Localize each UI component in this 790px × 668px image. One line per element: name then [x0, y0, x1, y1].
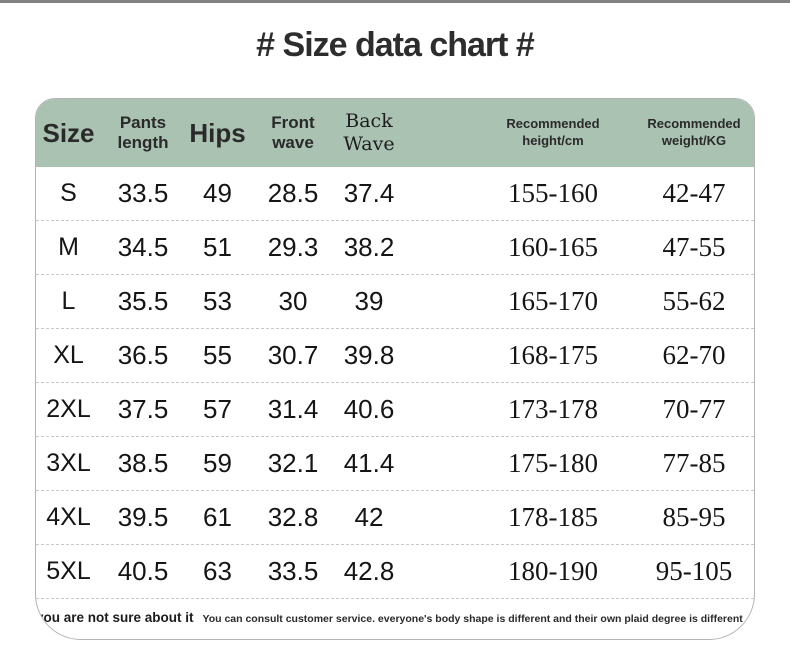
cell-hips: 57: [203, 394, 232, 424]
table-row: 3XL 38.5 59 32.1 41.4 175-180 77-85: [36, 437, 754, 491]
cell-pants-length: 40.5: [117, 556, 169, 586]
cell-weight: 55-62: [662, 286, 726, 316]
table-row: 5XL 40.5 63 33.5 42.8 180-190 95-105: [36, 545, 754, 599]
cell-pants-length: 37.5: [117, 394, 169, 424]
table-footer-note: Note: if you are not sure about it You c…: [35, 599, 754, 639]
cell-height: 178-185: [508, 502, 598, 532]
cell-size: 4XL: [46, 503, 91, 531]
cell-back-wave: 37.4: [343, 178, 395, 208]
cell-hips: 51: [203, 232, 232, 262]
cell-size: 3XL: [46, 449, 91, 477]
cell-pants-length: 34.5: [117, 232, 169, 262]
cell-front-wave: 30.7: [267, 340, 319, 370]
column-header-pants-length: Pants length: [117, 112, 169, 152]
cell-weight: 95-105: [655, 556, 733, 586]
cell-size: M: [58, 233, 79, 261]
cell-height: 175-180: [508, 448, 598, 478]
cell-front-wave: 31.4: [267, 394, 319, 424]
cell-pants-length: 33.5: [117, 178, 169, 208]
table-row: XL 36.5 55 30.7 39.8 168-175 62-70: [36, 329, 754, 383]
cell-weight: 62-70: [662, 340, 726, 370]
cell-back-wave: 39.8: [343, 340, 395, 370]
cell-size: S: [60, 179, 77, 207]
table-row: 2XL 37.5 57 31.4 40.6 173-178 70-77: [36, 383, 754, 437]
cell-height: 168-175: [508, 340, 598, 370]
cell-back-wave: 40.6: [343, 394, 395, 424]
cell-weight: 70-77: [662, 394, 726, 424]
cell-size: 5XL: [46, 557, 91, 585]
cell-pants-length: 35.5: [117, 286, 169, 316]
cell-pants-length: 39.5: [117, 502, 169, 532]
cell-weight: 42-47: [662, 178, 726, 208]
cell-size: XL: [53, 341, 84, 369]
table-row: 4XL 39.5 61 32.8 42 178-185 85-95: [36, 491, 754, 545]
cell-size: 2XL: [46, 395, 91, 423]
cell-weight: 47-55: [662, 232, 726, 262]
cell-back-wave: 42: [354, 502, 384, 532]
cell-front-wave: 32.1: [267, 448, 319, 478]
cell-hips: 63: [203, 556, 232, 586]
table-header-row: Size Pants length Hips Front wave Back W…: [36, 99, 754, 167]
footer-note-reference: The suggested table is for reference onl…: [752, 613, 754, 639]
cell-hips: 49: [203, 178, 232, 208]
cell-back-wave: 39: [354, 286, 384, 316]
footer-note-detail: You can consult customer service. everyo…: [202, 613, 743, 625]
cell-height: 155-160: [508, 178, 598, 208]
cell-weight: 77-85: [662, 448, 726, 478]
top-divider-bar: [0, 0, 790, 3]
cell-front-wave: 28.5: [267, 178, 319, 208]
size-data-table: Size Pants length Hips Front wave Back W…: [35, 98, 755, 640]
column-header-back-wave: Back Wave: [343, 110, 395, 155]
cell-height: 173-178: [508, 394, 598, 424]
cell-front-wave: 32.8: [267, 502, 319, 532]
column-header-hips: Hips: [189, 117, 246, 148]
column-header-size: Size: [42, 117, 95, 148]
table-row: L 35.5 53 30 39 165-170 55-62: [36, 275, 754, 329]
cell-hips: 61: [203, 502, 232, 532]
cell-pants-length: 36.5: [117, 340, 169, 370]
cell-size: L: [61, 287, 76, 315]
cell-back-wave: 38.2: [343, 232, 395, 262]
footer-note-bold: Note: if you are not sure about it: [35, 610, 194, 625]
cell-weight: 85-95: [662, 502, 726, 532]
cell-front-wave: 30: [278, 286, 308, 316]
column-header-front-wave: Front wave: [271, 112, 315, 152]
cell-front-wave: 29.3: [267, 232, 319, 262]
column-header-recommended-weight: Recommended weight/KG: [647, 116, 741, 148]
cell-hips: 59: [203, 448, 232, 478]
cell-pants-length: 38.5: [117, 448, 169, 478]
cell-hips: 55: [203, 340, 232, 370]
cell-height: 160-165: [508, 232, 598, 262]
column-header-recommended-height: Recommended height/cm: [506, 116, 600, 148]
table-row: S 33.5 49 28.5 37.4 155-160 42-47: [36, 167, 754, 221]
cell-back-wave: 41.4: [343, 448, 395, 478]
cell-height: 180-190: [508, 556, 598, 586]
cell-back-wave: 42.8: [343, 556, 395, 586]
cell-hips: 53: [203, 286, 232, 316]
page-title: # Size data chart #: [256, 26, 535, 64]
table-row: M 34.5 51 29.3 38.2 160-165 47-55: [36, 221, 754, 275]
cell-height: 165-170: [508, 286, 598, 316]
cell-front-wave: 33.5: [267, 556, 319, 586]
